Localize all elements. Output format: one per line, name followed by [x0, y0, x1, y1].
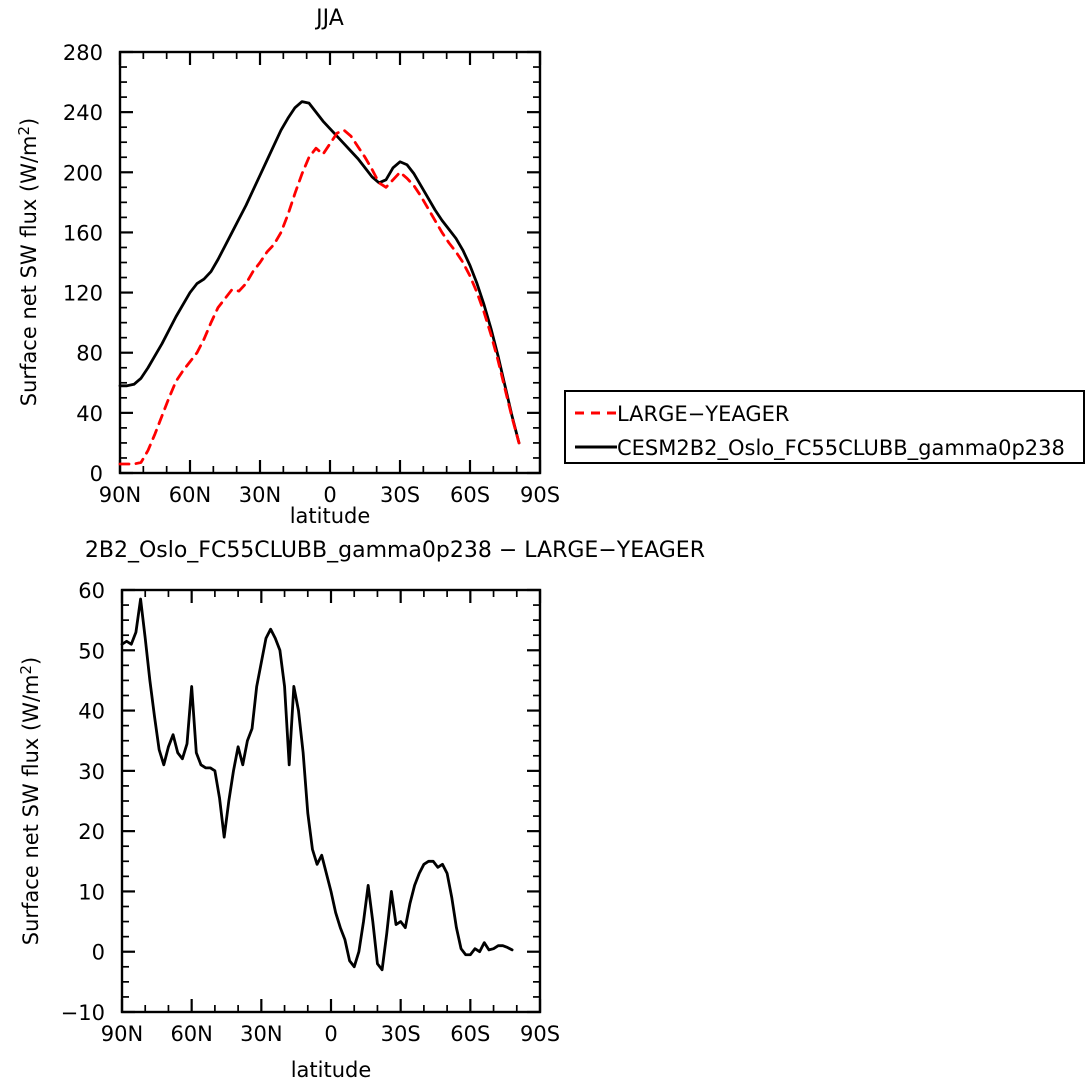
bottom-xaxis-title: latitude — [291, 1058, 372, 1082]
y-tick-label: 80 — [76, 342, 103, 366]
y-tick-label: 0 — [92, 941, 105, 965]
bottom-x-ticklabels: 90N 60N 30N 0 30S 60S 90S — [101, 1022, 560, 1046]
bottom-panel-title: 2B2_Oslo_FC55CLUBB_gamma0p238 − LARGE−YE… — [85, 538, 705, 563]
legend-label-1: CESM2B2_Oslo_FC55CLUBB_gamma0p238 — [617, 436, 1065, 461]
top-y-ticks — [120, 50, 540, 475]
y-tick-label: 20 — [78, 820, 105, 844]
y-tick-label: 280 — [63, 41, 103, 65]
top-yaxis-title: Surface net SW flux (W/m2) — [15, 118, 41, 406]
bottom-series-group — [120, 597, 514, 972]
y-tick-label: 60 — [78, 579, 105, 603]
top-y-ticklabels: 0 40 80 120 160 200 240 280 — [63, 41, 103, 486]
y-tick-label: 200 — [63, 161, 103, 185]
bottom-panel: 2B2_Oslo_FC55CLUBB_gamma0p238 − LARGE−YE… — [17, 538, 705, 1082]
y-tick-label: 160 — [63, 221, 103, 245]
x-tick-label: 60S — [450, 1022, 490, 1046]
top-plot-frame — [118, 50, 542, 475]
bottom-x-ticks — [120, 590, 542, 1012]
legend-entry-cesm[interactable]: CESM2B2_Oslo_FC55CLUBB_gamma0p238 — [575, 436, 1065, 461]
x-tick-label: 60N — [169, 483, 211, 507]
legend-label-0: LARGE−YEAGER — [617, 402, 790, 426]
y-tick-label: 120 — [63, 282, 103, 306]
y-tick-label: −10 — [61, 1001, 105, 1025]
y-tick-label: 10 — [78, 880, 105, 904]
top-series-group — [118, 100, 521, 466]
x-tick-label: 0 — [324, 1022, 337, 1046]
y-tick-label: 40 — [76, 402, 103, 426]
bottom-y-ticks — [122, 588, 540, 1014]
y-tick-label: 50 — [78, 639, 105, 663]
y-tick-label: 30 — [78, 760, 105, 784]
legend-entry-large-yeager[interactable]: LARGE−YEAGER — [575, 402, 790, 426]
top-panel: JJA 0 40 80 120 160 200 240 280 90N 60N 30N 0 30S 60… — [15, 6, 560, 528]
x-tick-label: 90S — [520, 1022, 560, 1046]
x-tick-label: 30S — [380, 483, 420, 507]
top-xaxis-title: latitude — [290, 504, 371, 528]
x-tick-label: 90S — [520, 483, 560, 507]
x-tick-label: 60S — [450, 483, 490, 507]
y-tick-label: 0 — [90, 462, 103, 486]
x-tick-label: 90N — [99, 483, 141, 507]
series-line-1 — [118, 128, 521, 466]
x-tick-label: 30S — [381, 1022, 421, 1046]
series-line-0 — [118, 100, 521, 445]
y-tick-label: 240 — [63, 101, 103, 125]
bottom-y-ticklabels: −10 0 10 20 30 40 50 60 — [61, 579, 105, 1025]
legend-frame — [564, 390, 1085, 464]
legend: LARGE−YEAGER CESM2B2_Oslo_FC55CLUBB_gamm… — [564, 390, 1085, 464]
x-tick-label: 30N — [240, 1022, 282, 1046]
top-panel-title: JJA — [314, 6, 344, 31]
x-tick-label: 90N — [101, 1022, 143, 1046]
top-x-ticks — [118, 52, 542, 473]
x-tick-label: 60N — [170, 1022, 212, 1046]
top-x-ticklabels: 90N 60N 30N 0 30S 60S 90S — [99, 483, 560, 507]
x-tick-label: 0 — [323, 483, 336, 507]
bottom-yaxis-title: Surface net SW flux (W/m2) — [17, 657, 43, 945]
series-line-0 — [120, 597, 514, 972]
y-tick-label: 40 — [78, 700, 105, 724]
x-tick-label: 30N — [239, 483, 281, 507]
